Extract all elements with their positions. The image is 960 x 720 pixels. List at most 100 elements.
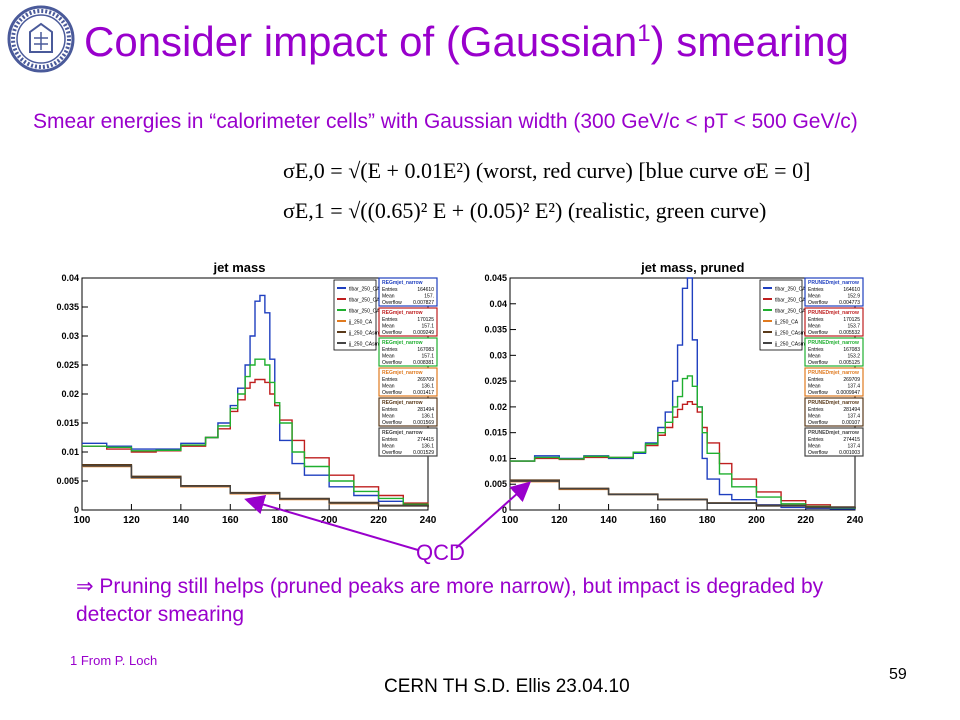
title-text: Consider impact of (Gaussian bbox=[84, 18, 638, 65]
stat-value: 136.1 bbox=[421, 384, 434, 390]
stat-label: Entries bbox=[808, 317, 824, 323]
stat-value: 0.005532 bbox=[839, 330, 860, 336]
stat-value: 157.1 bbox=[421, 354, 434, 360]
stat-label: Mean bbox=[808, 414, 821, 420]
y-tick-label: 0 bbox=[502, 505, 507, 515]
stat-label: Mean bbox=[808, 384, 821, 390]
stat-box bbox=[378, 277, 438, 307]
legend-entry: jj_250_CAsm1 bbox=[348, 342, 382, 348]
stat-label: Mean bbox=[382, 294, 395, 300]
stat-label: Mean bbox=[808, 444, 821, 450]
legend-entry: jj_250_CAsm1 bbox=[774, 342, 808, 348]
stat-box bbox=[378, 427, 438, 457]
plot-jet-mass: jet mass 100 120 140 160 180 200 220 240 0 0.005 0.… bbox=[30, 256, 438, 526]
x-tick-label: 220 bbox=[797, 515, 814, 526]
stat-value: 136.1 bbox=[421, 414, 434, 420]
stat-value: 0.00107 bbox=[842, 420, 860, 426]
y-tick-label: 0.025 bbox=[484, 376, 507, 386]
x-tick-label: 100 bbox=[502, 515, 519, 526]
stat-value: 0.005125 bbox=[839, 360, 860, 366]
y-tick-label: 0.04 bbox=[489, 299, 507, 309]
y-tick-label: 0.005 bbox=[56, 476, 79, 486]
x-tick-label: 200 bbox=[748, 515, 765, 526]
slide-title: Consider impact of (Gaussian1) smearing bbox=[84, 18, 849, 66]
stat-label: Overflow bbox=[382, 330, 402, 336]
stat-label: Entries bbox=[382, 347, 398, 353]
stat-box-name: REGmjet_narrow bbox=[382, 310, 423, 316]
stat-label: Mean bbox=[382, 384, 395, 390]
stat-box-name: REGmjet_narrow bbox=[382, 430, 423, 436]
x-tick-label: 200 bbox=[321, 515, 338, 526]
page-number: 59 bbox=[889, 666, 907, 683]
stat-label: Overflow bbox=[808, 360, 828, 366]
x-tick-label: 120 bbox=[123, 515, 140, 526]
legend-entry: tlbar_250_CA bbox=[349, 287, 380, 293]
stat-label: Overflow bbox=[808, 450, 828, 456]
legend-box bbox=[333, 279, 377, 351]
y-tick-label: 0.005 bbox=[484, 479, 507, 489]
stat-label: Overflow bbox=[808, 330, 828, 336]
university-seal-logo bbox=[7, 5, 75, 73]
formula-realistic-note: (realistic, green curve) bbox=[567, 198, 767, 223]
stat-label: Overflow bbox=[808, 390, 828, 396]
stat-box-name: PRUNEDmjet_narrow bbox=[808, 310, 859, 316]
series-line-tlbar_250_CA bbox=[82, 294, 429, 508]
title-text-end: ) smearing bbox=[650, 18, 850, 65]
stat-box bbox=[804, 397, 864, 427]
y-tick-label: 0.035 bbox=[56, 302, 79, 312]
stat-box bbox=[804, 277, 864, 307]
stat-box-name: PRUNEDmjet_narrow bbox=[808, 340, 859, 346]
series-line-tlbar_250_CAsm1 bbox=[82, 358, 429, 508]
legend-entry: tlbar_250_CA bbox=[775, 287, 806, 293]
x-tick-label: 240 bbox=[420, 515, 437, 526]
footnote: 1 From P. Loch bbox=[70, 653, 158, 668]
qcd-label: QCD bbox=[416, 540, 465, 565]
x-tick-label: 140 bbox=[173, 515, 190, 526]
stat-value: 0.001003 bbox=[839, 450, 860, 456]
x-tick-label: 240 bbox=[847, 515, 864, 526]
stat-box-name: REGmjet_narrow bbox=[382, 280, 423, 286]
stat-value: 0.001529 bbox=[413, 450, 434, 456]
stat-label: Overflow bbox=[808, 300, 828, 306]
stat-value: 170125 bbox=[843, 317, 860, 323]
stat-label: Overflow bbox=[808, 420, 828, 426]
stat-box bbox=[804, 367, 864, 397]
y-tick-label: 0.025 bbox=[56, 360, 79, 370]
plot-title: jet mass bbox=[212, 260, 265, 275]
series-line-tlbar_250_CAsm1 bbox=[510, 375, 856, 509]
stat-box-name: REGmjet_narrow bbox=[382, 400, 423, 406]
y-tick-label: 0.045 bbox=[484, 273, 507, 283]
plot-title: jet mass, pruned bbox=[640, 260, 744, 275]
stat-label: Overflow bbox=[382, 360, 402, 366]
stat-box-name: REGmjet_narrow bbox=[382, 340, 423, 346]
stat-label: Mean bbox=[382, 354, 395, 360]
legend-entry: jj_250_CA bbox=[348, 320, 373, 326]
stat-value: 0.0009947 bbox=[836, 390, 860, 396]
legend-entry: jj_250_CAsm0 bbox=[774, 331, 808, 337]
intro-text: Smear energies in “calorimeter cells” wi… bbox=[33, 110, 858, 133]
x-tick-label: 220 bbox=[370, 515, 387, 526]
stat-box bbox=[804, 307, 864, 337]
y-tick-label: 0.01 bbox=[61, 447, 79, 457]
stat-box bbox=[804, 427, 864, 457]
x-tick-label: 180 bbox=[699, 515, 716, 526]
x-tick-label: 160 bbox=[222, 515, 239, 526]
stat-label: Overflow bbox=[382, 390, 402, 396]
stat-value: 137.4 bbox=[847, 444, 860, 450]
stat-label: Entries bbox=[808, 437, 824, 443]
x-tick-label: 120 bbox=[551, 515, 568, 526]
stat-value: 137.4 bbox=[847, 384, 860, 390]
x-tick-label: 100 bbox=[74, 515, 91, 526]
stat-value: 281494 bbox=[843, 407, 860, 413]
stat-value: 269709 bbox=[843, 377, 860, 383]
stat-label: Mean bbox=[382, 444, 395, 450]
stat-value: 0.008381 bbox=[413, 360, 434, 366]
stat-label: Entries bbox=[808, 377, 824, 383]
stat-value: 0.007827 bbox=[413, 300, 434, 306]
y-tick-label: 0.015 bbox=[484, 428, 507, 438]
formula-worst: σE,0 = √(E + 0.01E²) (worst, red curve) … bbox=[283, 158, 810, 184]
stat-value: 153.7 bbox=[847, 324, 860, 330]
y-tick-label: 0.015 bbox=[56, 418, 79, 428]
stat-label: Overflow bbox=[382, 450, 402, 456]
stat-box bbox=[378, 307, 438, 337]
